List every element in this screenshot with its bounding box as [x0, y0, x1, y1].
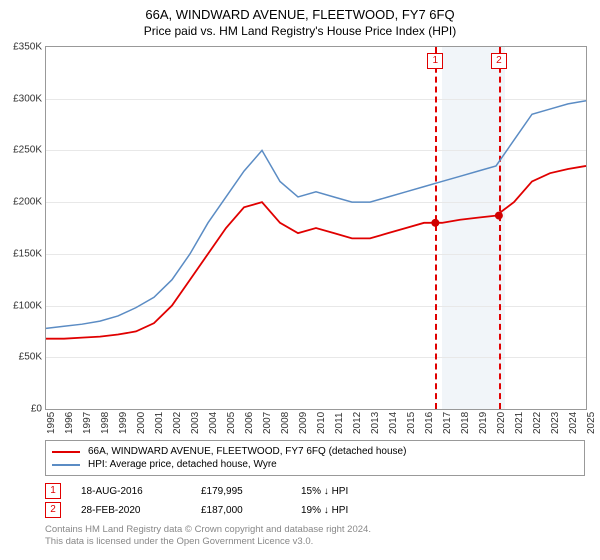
- x-tick-label: 1995: [46, 412, 57, 434]
- x-tick-label: 2019: [478, 412, 489, 434]
- y-tick-label: £350K: [4, 42, 42, 53]
- y-tick-label: £150K: [4, 248, 42, 259]
- x-tick-label: 2008: [280, 412, 291, 434]
- legend: 66A, WINDWARD AVENUE, FLEETWOOD, FY7 6FQ…: [45, 440, 585, 476]
- y-tick-label: £100K: [4, 300, 42, 311]
- x-tick-label: 2002: [172, 412, 183, 434]
- footer-line1: Contains HM Land Registry data © Crown c…: [45, 524, 371, 536]
- series-hpi: [46, 101, 586, 329]
- transaction-price: £179,995: [201, 486, 301, 497]
- transaction-pct: 15% ↓ HPI: [301, 486, 401, 497]
- page-title: 66A, WINDWARD AVENUE, FLEETWOOD, FY7 6FQ: [0, 0, 600, 24]
- x-tick-label: 2000: [136, 412, 147, 434]
- event-dot: [495, 212, 503, 220]
- transaction-row: 2 28-FEB-2020£187,00019% ↓ HPI: [45, 502, 401, 518]
- footer-note: Contains HM Land Registry data © Crown c…: [45, 524, 371, 549]
- x-tick-label: 2003: [190, 412, 201, 434]
- x-tick-label: 2023: [550, 412, 561, 434]
- legend-row: HPI: Average price, detached house, Wyre: [52, 459, 578, 470]
- y-tick-label: £200K: [4, 197, 42, 208]
- y-tick-label: £250K: [4, 145, 42, 156]
- x-tick-label: 2016: [424, 412, 435, 434]
- x-tick-label: 1999: [118, 412, 129, 434]
- y-tick-label: £300K: [4, 93, 42, 104]
- x-tick-label: 2004: [208, 412, 219, 434]
- x-tick-label: 2012: [352, 412, 363, 434]
- x-tick-label: 2010: [316, 412, 327, 434]
- transaction-pct: 19% ↓ HPI: [301, 505, 401, 516]
- page-subtitle: Price paid vs. HM Land Registry's House …: [0, 24, 600, 38]
- x-tick-label: 2018: [460, 412, 471, 434]
- footer-line2: This data is licensed under the Open Gov…: [45, 536, 371, 548]
- y-tick-label: £50K: [4, 352, 42, 363]
- price-chart: £0£50K£100K£150K£200K£250K£300K£350K1995…: [45, 46, 587, 410]
- transaction-date: 28-FEB-2020: [81, 505, 201, 516]
- x-tick-label: 2020: [496, 412, 507, 434]
- x-tick-label: 2015: [406, 412, 417, 434]
- x-tick-label: 2005: [226, 412, 237, 434]
- x-tick-label: 2021: [514, 412, 525, 434]
- legend-swatch: [52, 451, 80, 453]
- legend-row: 66A, WINDWARD AVENUE, FLEETWOOD, FY7 6FQ…: [52, 446, 578, 457]
- event-dot: [431, 219, 439, 227]
- legend-label: 66A, WINDWARD AVENUE, FLEETWOOD, FY7 6FQ…: [88, 446, 406, 457]
- chart-lines: [46, 47, 586, 409]
- x-tick-label: 2014: [388, 412, 399, 434]
- y-tick-label: £0: [4, 404, 42, 415]
- x-tick-label: 2017: [442, 412, 453, 434]
- transaction-row: 1 18-AUG-2016£179,99515% ↓ HPI: [45, 483, 401, 499]
- x-tick-label: 2024: [568, 412, 579, 434]
- x-tick-label: 1998: [100, 412, 111, 434]
- x-tick-label: 2025: [586, 412, 597, 434]
- x-tick-label: 2011: [334, 412, 345, 434]
- x-tick-label: 2022: [532, 412, 543, 434]
- transaction-table: 1 18-AUG-2016£179,99515% ↓ HPI 2 28-FEB-202…: [45, 480, 401, 521]
- x-tick-label: 2006: [244, 412, 255, 434]
- x-tick-label: 2013: [370, 412, 381, 434]
- transaction-price: £187,000: [201, 505, 301, 516]
- legend-label: HPI: Average price, detached house, Wyre: [88, 459, 277, 470]
- x-tick-label: 2009: [298, 412, 309, 434]
- transaction-marker: 1: [45, 483, 61, 499]
- transaction-marker: 2: [45, 502, 61, 518]
- transaction-date: 18-AUG-2016: [81, 486, 201, 497]
- x-tick-label: 2007: [262, 412, 273, 434]
- x-tick-label: 1997: [82, 412, 93, 434]
- legend-swatch: [52, 464, 80, 466]
- x-tick-label: 1996: [64, 412, 75, 434]
- x-tick-label: 2001: [154, 412, 165, 434]
